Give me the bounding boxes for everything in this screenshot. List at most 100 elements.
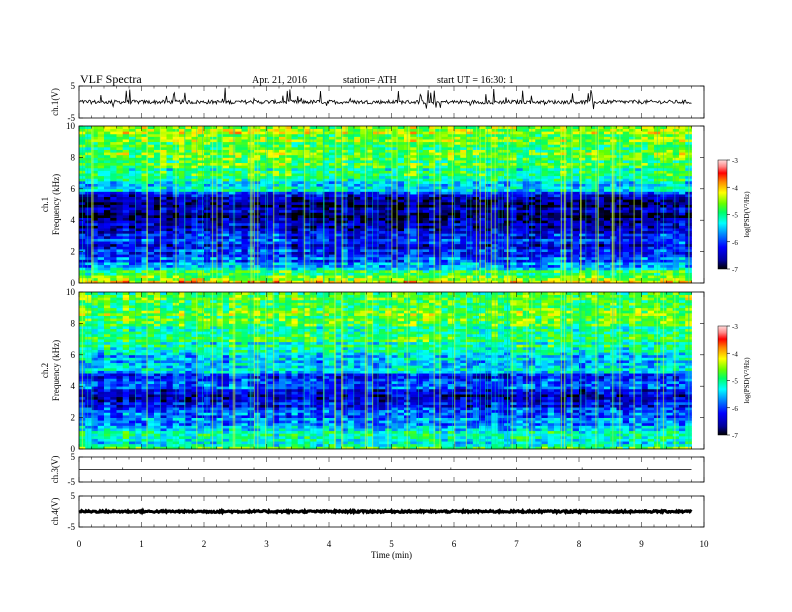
spectrogram-cell xyxy=(272,225,280,229)
spectrogram-cell xyxy=(272,186,280,190)
spectrogram-cell xyxy=(322,154,330,158)
spectrogram-cell xyxy=(347,201,355,205)
spectrogram-cell xyxy=(110,126,117,130)
spectrogram-cell xyxy=(329,207,336,211)
spectrogram-cell xyxy=(354,204,361,208)
spectrogram-cell xyxy=(560,160,567,164)
spectrogram-cell xyxy=(547,256,555,260)
spectrogram-cell xyxy=(304,149,311,153)
spectrogram-cell xyxy=(210,178,217,182)
spectrogram-cell xyxy=(510,207,517,211)
spectrogram-cell xyxy=(229,243,236,247)
spectrogram-cell xyxy=(129,131,136,135)
spectrogram-cell xyxy=(391,241,399,245)
spectrogram-cell xyxy=(554,194,561,198)
spectrogram-cell xyxy=(422,220,430,224)
spectrogram-cell xyxy=(272,267,280,271)
spectrogram-cell xyxy=(435,222,442,226)
spectrogram-cell xyxy=(229,133,236,137)
spectrogram-cell xyxy=(429,165,436,169)
spectrogram-cell xyxy=(341,178,349,182)
spectrogram-cell xyxy=(354,167,361,171)
spectrogram-cell xyxy=(222,225,230,229)
spectrogram-cell xyxy=(235,251,242,255)
spectrogram-cell xyxy=(341,128,349,132)
spectrogram-cell xyxy=(285,194,292,198)
spectrogram-cell xyxy=(347,209,355,213)
spectrogram-cell xyxy=(429,220,436,224)
spectrogram-cell xyxy=(266,241,274,245)
spectrogram-cell xyxy=(279,251,286,255)
spectrogram-cell xyxy=(510,183,517,187)
spectrogram-cell xyxy=(297,267,305,271)
spectrogram-cell xyxy=(279,248,286,252)
spectrogram-cell xyxy=(229,199,236,203)
spectrogram-cell xyxy=(341,201,349,205)
spectrogram-cell xyxy=(566,235,574,239)
spectrogram-cell xyxy=(166,264,174,268)
spectrogram-cell xyxy=(385,267,392,271)
spectrogram-cell xyxy=(497,204,505,208)
spectrogram-cell xyxy=(397,248,405,252)
spectrogram-cell xyxy=(441,199,449,203)
spectrogram-cell xyxy=(110,146,117,150)
spectrogram-cell xyxy=(266,235,274,239)
spectrogram-cell xyxy=(335,207,342,211)
spectrogram-cell xyxy=(129,194,136,198)
spectrogram-cell xyxy=(279,207,286,211)
spectrogram-cell xyxy=(347,256,355,260)
spectrogram-cell xyxy=(397,183,405,187)
spectrogram-cell xyxy=(266,272,274,276)
spectrogram-cell xyxy=(216,214,224,218)
spectrogram-cell xyxy=(410,126,417,130)
spectrogram-cell xyxy=(460,136,467,140)
spectrogram-cell xyxy=(360,201,367,205)
spectrogram-cell xyxy=(179,167,186,171)
spectrogram-cell xyxy=(297,154,305,158)
spectrogram-cell xyxy=(135,228,142,232)
spectrogram-cell xyxy=(335,256,342,260)
spectrogram-cell xyxy=(360,175,367,179)
spectrogram-cell xyxy=(266,233,274,237)
spectrogram-cell xyxy=(554,186,561,190)
spectrogram-cell xyxy=(410,256,417,260)
spectrogram-cell xyxy=(572,204,580,208)
spectrogram-cell xyxy=(129,241,136,245)
spectrogram-cell xyxy=(135,146,142,150)
spectrogram-cell xyxy=(485,196,492,200)
spectrogram-cell xyxy=(422,165,430,169)
spectrogram-cell xyxy=(310,170,317,174)
spectrogram-cell xyxy=(454,228,461,232)
spectrogram-cell xyxy=(110,220,117,224)
spectrogram-cell xyxy=(129,154,136,158)
spectrogram-cell xyxy=(185,131,192,135)
spectrogram-cell xyxy=(304,262,311,266)
spectrogram-cell xyxy=(235,141,242,145)
spectrogram-cell xyxy=(241,209,249,213)
spectrogram-cell xyxy=(460,251,467,255)
spectrogram-cell xyxy=(116,162,124,166)
spectrogram-cell xyxy=(441,209,449,213)
spectrogram-cell xyxy=(391,269,399,273)
spectrogram-cell xyxy=(235,160,242,164)
spectrogram-cell xyxy=(447,280,455,284)
spectrogram-cell xyxy=(291,126,299,130)
spectrogram-cell xyxy=(347,149,355,153)
spectrogram-cell xyxy=(366,199,374,203)
spectrogram-cell xyxy=(329,175,336,179)
spectrogram-cell xyxy=(516,222,524,226)
spectrogram-cell xyxy=(185,277,192,281)
spectrogram-cell xyxy=(354,131,361,135)
spectrogram-cell xyxy=(547,235,555,239)
spectrogram-cell xyxy=(185,248,192,252)
spectrogram-cell xyxy=(385,251,392,255)
spectrogram-cell xyxy=(485,194,492,198)
spectrogram-cell xyxy=(397,133,405,137)
spectrogram-cell xyxy=(416,209,424,213)
spectrogram-cell xyxy=(316,180,324,184)
spectrogram-cell xyxy=(179,264,186,268)
spectrogram-cell xyxy=(460,254,467,258)
spectrogram-cell xyxy=(91,248,99,252)
spectrogram-cell xyxy=(422,199,430,203)
spectrogram-cell xyxy=(435,196,442,200)
